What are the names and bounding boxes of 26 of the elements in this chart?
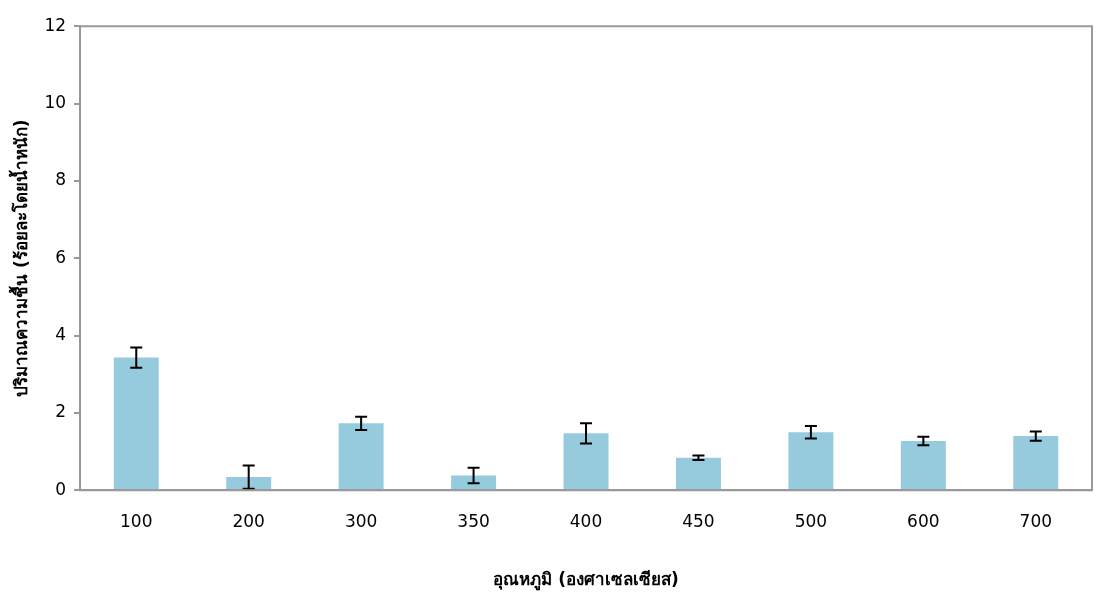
y-tick-label: 2 xyxy=(55,401,67,422)
x-tick-label: 450 xyxy=(682,510,715,531)
bar xyxy=(675,457,721,490)
x-tick-label: 200 xyxy=(232,510,265,531)
x-tick-label: 350 xyxy=(457,510,490,531)
x-tick-label: 300 xyxy=(344,510,378,531)
bar xyxy=(226,477,272,490)
bar xyxy=(900,441,946,490)
x-tick-label: 400 xyxy=(569,510,603,531)
bar xyxy=(563,433,609,490)
x-tick-label: 500 xyxy=(794,510,828,531)
bar xyxy=(788,432,834,490)
y-tick-label: 10 xyxy=(44,91,67,112)
bar xyxy=(113,357,159,490)
x-axis-title: อุณหภูมิ (องศาเซลเซียส) xyxy=(493,569,679,592)
bar xyxy=(1013,436,1059,490)
x-tick-label: 700 xyxy=(1019,510,1053,531)
y-tick-label: 12 xyxy=(44,14,67,35)
y-tick-label: 0 xyxy=(55,478,67,499)
bar xyxy=(338,423,384,490)
y-tick-label: 8 xyxy=(55,169,67,190)
x-tick-label: 100 xyxy=(120,510,153,531)
y-tick-label: 6 xyxy=(55,246,67,267)
x-tick-label: 600 xyxy=(907,510,940,531)
y-tick-label: 4 xyxy=(55,323,67,344)
y-axis-title: ปริมาณความชื้น (ร้อยละโดยน้ำหนัก) xyxy=(7,119,31,397)
